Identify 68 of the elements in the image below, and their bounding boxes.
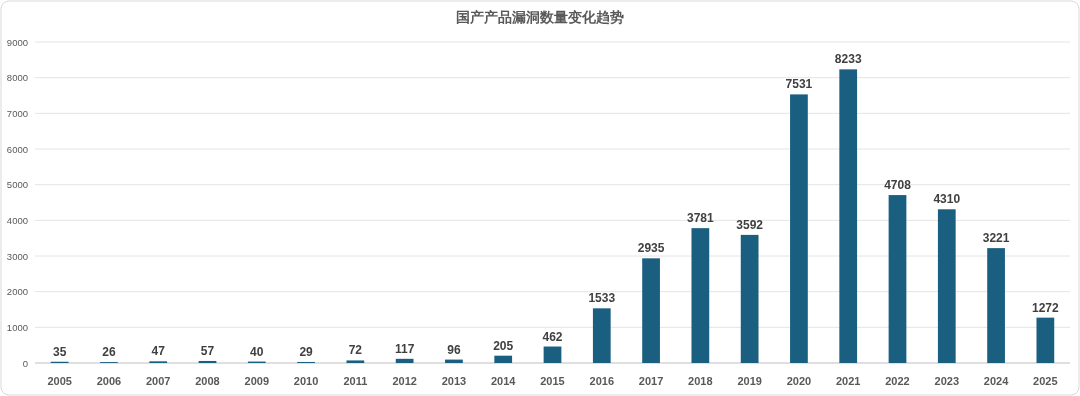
x-tick-label: 2009 xyxy=(244,375,270,387)
data-label: 4708 xyxy=(884,178,912,193)
y-tick-label: 4000 xyxy=(6,214,28,226)
x-tick-label: 2016 xyxy=(589,375,615,387)
data-label: 1533 xyxy=(588,291,616,306)
x-tick-label: 2020 xyxy=(786,375,812,387)
data-label: 205 xyxy=(493,338,514,353)
y-tick-label: 3000 xyxy=(6,250,28,262)
bar xyxy=(1036,317,1055,363)
y-tick-label: 7000 xyxy=(6,107,28,119)
data-label: 40 xyxy=(250,344,264,359)
data-label: 117 xyxy=(394,341,415,356)
bar xyxy=(839,69,858,363)
data-label: 8233 xyxy=(834,52,862,67)
data-label: 462 xyxy=(542,329,563,344)
bar xyxy=(888,195,907,363)
x-tick-label: 2008 xyxy=(195,375,220,387)
x-tick-label: 2024 xyxy=(983,375,1010,387)
y-tick-label: 0 xyxy=(22,357,28,369)
x-tick-label: 2018 xyxy=(688,375,713,387)
bar xyxy=(740,234,759,363)
x-tick-label: 2025 xyxy=(1033,375,1058,387)
data-label: 57 xyxy=(200,343,215,358)
bar xyxy=(346,360,365,363)
data-label: 26 xyxy=(102,345,116,360)
bar xyxy=(543,346,562,363)
x-tick-label: 2022 xyxy=(885,375,910,387)
data-label: 4310 xyxy=(933,192,961,207)
x-tick-label: 2010 xyxy=(293,375,319,387)
x-tick-label: 2021 xyxy=(835,375,861,387)
data-label: 1272 xyxy=(1032,300,1060,315)
x-tick-label: 2015 xyxy=(540,375,565,387)
chart-title: 国产产品漏洞数量变化趋势 xyxy=(456,9,624,25)
x-tick-label: 2007 xyxy=(145,375,171,387)
bar xyxy=(395,358,414,363)
data-label: 7531 xyxy=(785,77,813,92)
data-label: 29 xyxy=(299,344,314,359)
bar xyxy=(937,209,956,363)
data-label: 3221 xyxy=(982,231,1010,246)
data-label: 3592 xyxy=(736,217,764,232)
bar xyxy=(198,360,217,363)
x-tick-label: 2013 xyxy=(441,375,467,387)
x-tick-label: 2014 xyxy=(490,375,517,387)
bar xyxy=(987,248,1005,363)
x-tick-label: 2017 xyxy=(638,375,664,387)
bar xyxy=(592,308,611,363)
x-tick-label: 2023 xyxy=(934,375,960,387)
x-tick-label: 2006 xyxy=(96,375,122,387)
x-tick-label: 2019 xyxy=(737,375,762,387)
bar xyxy=(790,94,808,363)
bar xyxy=(691,228,710,363)
y-tick-label: 5000 xyxy=(6,179,28,191)
y-tick-label: 8000 xyxy=(6,72,28,84)
x-tick-label: 2012 xyxy=(392,375,417,387)
data-label: 2935 xyxy=(637,241,665,256)
bar xyxy=(642,258,660,363)
y-tick-label: 1000 xyxy=(6,321,28,333)
x-tick-label: 2011 xyxy=(343,375,368,387)
data-label: 72 xyxy=(348,343,363,358)
bar xyxy=(494,355,513,363)
y-tick-label: 6000 xyxy=(6,143,28,155)
data-label: 35 xyxy=(52,344,67,359)
y-tick-label: 9000 xyxy=(6,36,28,48)
x-tick-label: 2005 xyxy=(47,375,72,387)
y-tick-label: 2000 xyxy=(6,286,28,298)
data-label: 47 xyxy=(151,344,166,359)
data-label: 96 xyxy=(447,342,461,357)
data-label: 3781 xyxy=(687,211,715,226)
